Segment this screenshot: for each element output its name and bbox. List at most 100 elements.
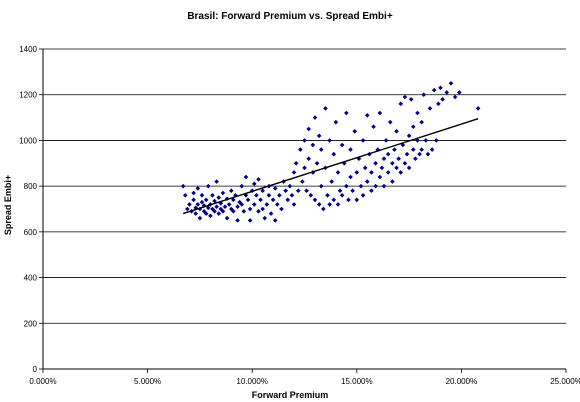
data-point [222,204,228,210]
data-point [279,206,284,212]
data-point [254,192,259,198]
data-point [364,112,370,118]
data-point [228,188,234,194]
data-point [373,160,378,166]
x-tick-label: 0.000% [29,377,56,386]
data-point [298,147,303,152]
data-point [444,90,450,95]
data-point [344,110,349,116]
data-point [335,202,341,207]
data-point [220,208,226,214]
data-point [235,218,240,223]
data-point [339,142,345,148]
data-point [390,179,395,184]
data-point [239,183,245,189]
data-point [433,138,439,143]
data-point [291,170,297,175]
gridlines [43,48,566,324]
data-point [436,101,441,107]
x-tick-label: 10.000% [236,377,268,386]
data-point [396,156,401,162]
data-point [187,202,192,207]
y-tick-label: 600 [24,228,38,237]
data-point [185,206,190,212]
data-point [348,174,353,180]
data-point [385,170,391,175]
data-point [383,138,389,143]
data-point [390,160,395,166]
data-point [275,202,280,207]
data-point [350,188,355,194]
data-point [233,192,238,198]
data-point [258,197,263,203]
data-point [247,206,253,212]
data-point [419,119,424,125]
data-point [400,142,406,148]
data-point [327,138,332,143]
data-point [360,138,366,143]
data-point [302,165,307,171]
data-point [425,151,431,157]
data-point [220,190,226,196]
data-point [329,179,334,184]
data-point [212,208,217,214]
data-point [373,183,378,189]
data-point [293,160,299,166]
data-point [331,197,337,203]
data-point [182,192,188,198]
data-point [203,197,209,203]
data-point [308,192,314,198]
data-point [402,160,408,166]
data-point [201,203,207,208]
data-point [427,106,433,111]
data-point [231,208,236,214]
data-point [360,192,366,198]
data-point [362,165,368,171]
data-point [339,192,345,198]
data-point [285,197,291,203]
data-points [180,80,481,223]
data-point [251,202,257,207]
data-point [287,183,293,189]
data-point [318,147,324,152]
data-point [410,147,416,152]
data-point [440,96,445,102]
data-point [224,215,230,221]
x-tick-label: 20.000% [446,377,478,386]
trendline [182,118,479,215]
data-point [268,211,274,216]
data-point [306,126,311,132]
data-point [398,170,404,175]
data-point [199,192,205,198]
data-point [195,186,201,191]
data-point [379,165,385,171]
data-point [262,215,268,221]
data-point [358,183,364,189]
data-point [203,211,209,216]
data-point [448,80,454,86]
data-point [371,124,376,130]
data-point [251,181,257,187]
data-point [381,156,387,162]
data-point [325,192,330,198]
data-point [300,179,305,184]
data-point [415,138,420,143]
data-point [333,119,339,125]
data-point [402,94,408,100]
data-point [438,85,443,91]
data-point [201,208,207,214]
data-point [241,208,247,214]
data-point [191,190,196,196]
data-point [392,147,397,152]
data-point [377,110,383,116]
y-axis-label: Spread Embi+ [3,174,13,236]
data-point [421,92,427,98]
data-point [199,199,205,205]
data-point [256,176,261,182]
data-point [410,124,416,130]
data-point [415,110,420,116]
data-point [381,183,387,189]
data-point [291,202,297,207]
data-point [212,198,217,204]
